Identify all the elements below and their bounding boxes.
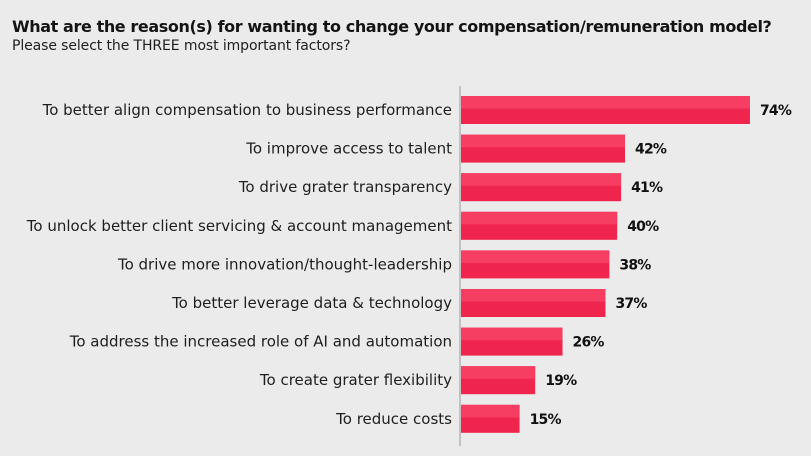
value-label: 19% [545, 373, 577, 389]
category-label: To better align compensation to business… [42, 101, 452, 119]
bar-highlight [461, 327, 563, 341]
value-label: 40% [627, 219, 659, 235]
bar-highlight [461, 366, 536, 379]
value-label: 42% [635, 142, 667, 158]
category-label: To better leverage data & technology [171, 294, 452, 312]
bar-highlight [461, 404, 520, 418]
bar-highlight [461, 96, 750, 109]
category-label: To unlock better client servicing & acco… [26, 217, 452, 235]
bar-highlight [461, 173, 622, 186]
value-label: 15% [530, 412, 562, 428]
value-label: 74% [760, 103, 792, 119]
category-label: To drive grater transparency [238, 178, 452, 196]
value-label: 38% [619, 257, 651, 273]
category-label: To address the increased role of AI and … [69, 333, 452, 351]
category-label: To drive more innovation/thought-leaders… [117, 255, 452, 273]
value-label: 37% [615, 296, 647, 312]
bar-highlight [461, 134, 626, 148]
bar-highlight [461, 289, 606, 302]
bar-highlight [461, 211, 618, 225]
chart-title: What are the reason(s) for wanting to ch… [12, 17, 772, 36]
category-label: To create grater flexibility [259, 371, 452, 389]
category-label: To reduce costs [335, 410, 452, 428]
chart-subtitle: Please select the THREE most important f… [12, 38, 351, 54]
category-label: To improve access to talent [245, 140, 452, 158]
bar-highlight [461, 250, 610, 263]
value-label: 41% [631, 180, 663, 196]
value-label: 26% [573, 335, 605, 351]
